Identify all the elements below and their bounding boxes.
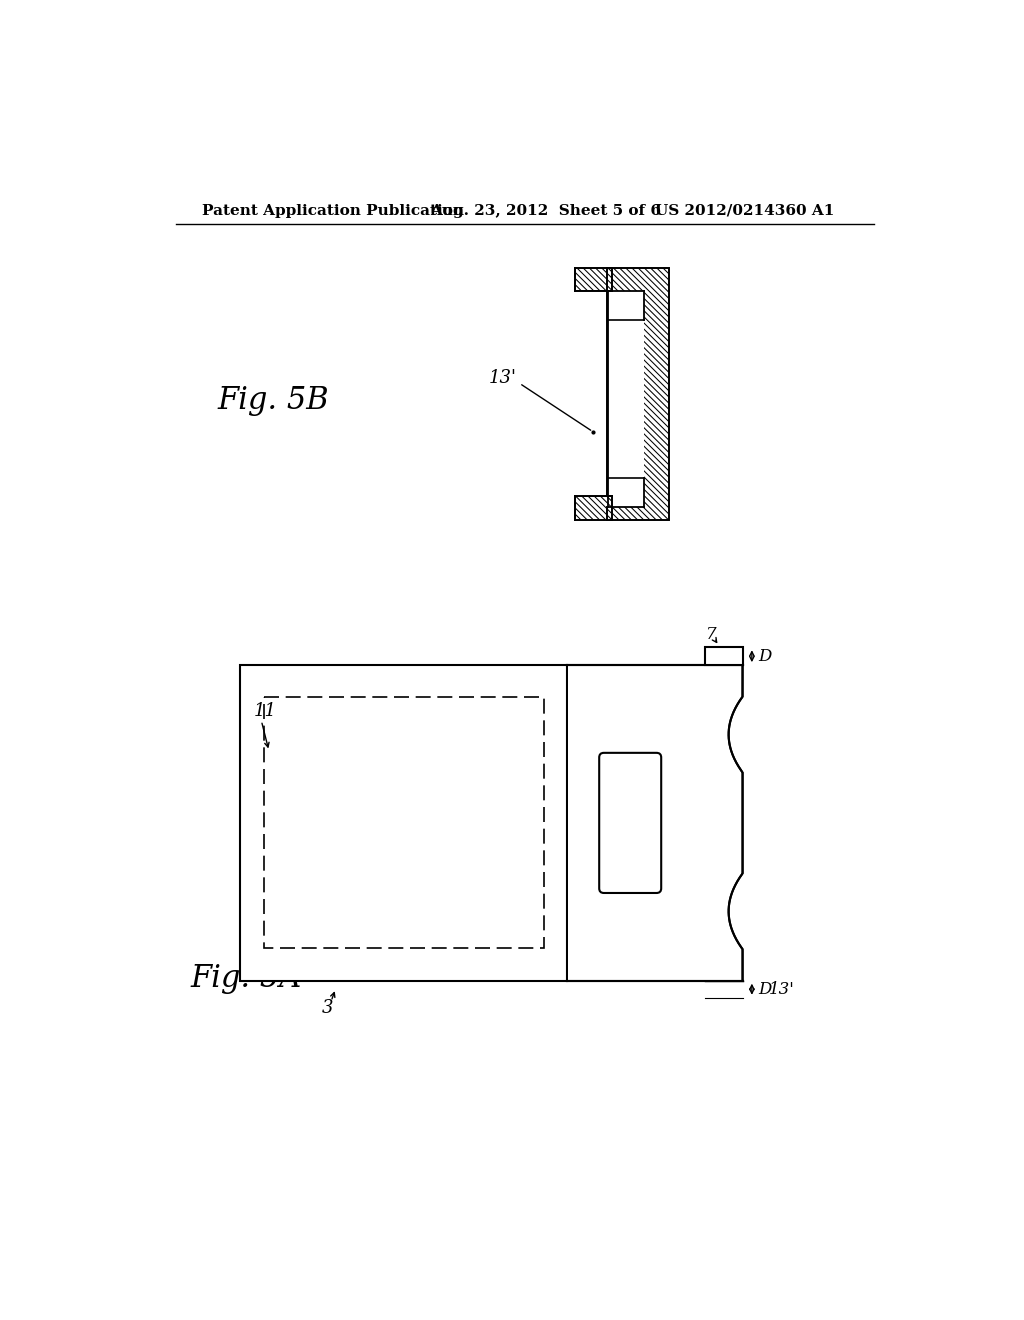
Text: D: D	[758, 648, 771, 665]
Text: US 2012/0214360 A1: US 2012/0214360 A1	[655, 203, 835, 218]
Text: Fig. 5B: Fig. 5B	[217, 385, 329, 416]
Text: D: D	[758, 981, 771, 998]
Polygon shape	[575, 268, 612, 290]
Text: Patent Application Publication: Patent Application Publication	[202, 203, 464, 218]
Text: 11: 11	[254, 702, 276, 721]
Bar	[706, 647, 742, 665]
Bar	[241, 665, 567, 981]
Bar	[575, 290, 607, 496]
Bar	[568, 665, 742, 981]
Text: Fig. 5A: Fig. 5A	[190, 964, 301, 994]
Text: 7: 7	[706, 626, 716, 643]
Bar	[263, 697, 544, 948]
Bar	[607, 321, 644, 478]
Polygon shape	[575, 496, 612, 520]
Text: 13': 13'	[489, 368, 517, 387]
Bar	[607, 478, 644, 507]
Bar	[607, 290, 644, 321]
FancyBboxPatch shape	[599, 752, 662, 892]
Text: 3: 3	[322, 999, 333, 1016]
Text: Aug. 23, 2012  Sheet 5 of 6: Aug. 23, 2012 Sheet 5 of 6	[430, 203, 662, 218]
Text: 13': 13'	[769, 981, 795, 998]
Polygon shape	[607, 268, 669, 520]
